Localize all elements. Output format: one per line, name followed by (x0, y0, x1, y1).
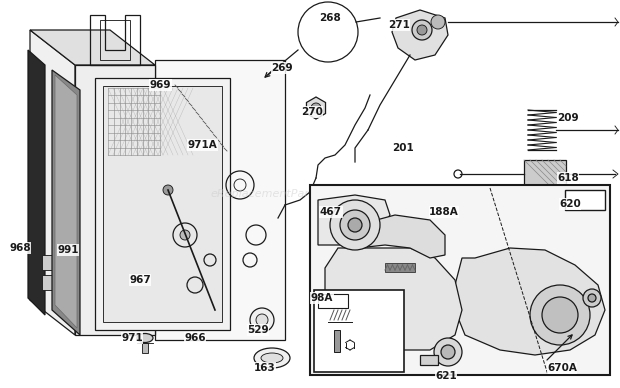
Polygon shape (336, 193, 361, 200)
Ellipse shape (137, 334, 153, 343)
Circle shape (250, 308, 274, 332)
Text: 670A: 670A (547, 363, 577, 373)
Circle shape (583, 289, 601, 307)
Bar (334, 330, 340, 352)
Bar (565, 190, 605, 210)
Polygon shape (95, 78, 230, 330)
Text: 268: 268 (319, 13, 341, 23)
Polygon shape (155, 60, 285, 340)
Bar (318, 294, 348, 308)
Circle shape (412, 20, 432, 40)
Bar (524, 160, 566, 188)
Circle shape (348, 218, 362, 232)
Text: 270: 270 (301, 107, 323, 117)
Polygon shape (52, 70, 80, 335)
Bar (310, 185, 610, 375)
Text: 966: 966 (184, 333, 206, 343)
Polygon shape (392, 10, 448, 60)
Circle shape (163, 185, 173, 195)
Text: 618: 618 (557, 173, 579, 183)
Text: 967: 967 (129, 275, 151, 285)
Text: 971A: 971A (188, 140, 218, 150)
Circle shape (180, 230, 190, 240)
Circle shape (530, 285, 590, 345)
Circle shape (431, 15, 445, 29)
Bar (385, 263, 415, 272)
Ellipse shape (261, 353, 283, 363)
Circle shape (434, 338, 462, 366)
Circle shape (588, 294, 596, 302)
Polygon shape (30, 30, 75, 335)
Bar (420, 355, 438, 365)
Text: 163: 163 (254, 363, 276, 373)
Text: 467: 467 (320, 207, 342, 217)
Polygon shape (358, 215, 445, 258)
Polygon shape (55, 75, 77, 328)
Text: 188A: 188A (429, 207, 459, 217)
Circle shape (542, 297, 578, 333)
Polygon shape (306, 97, 326, 119)
Circle shape (417, 25, 427, 35)
Circle shape (330, 200, 380, 250)
Text: 269: 269 (271, 63, 293, 73)
Bar (42, 275, 62, 290)
Polygon shape (103, 86, 222, 322)
Polygon shape (354, 193, 361, 218)
Circle shape (441, 345, 455, 359)
Bar (42, 255, 62, 270)
Bar (336, 200, 354, 218)
Circle shape (256, 314, 268, 326)
Polygon shape (28, 50, 45, 315)
Text: 201: 201 (392, 143, 414, 153)
Text: 209: 209 (557, 113, 579, 123)
Circle shape (340, 210, 370, 240)
Text: 991: 991 (57, 245, 79, 255)
Polygon shape (325, 248, 462, 350)
Ellipse shape (254, 348, 290, 368)
Text: eReplacementParts.com: eReplacementParts.com (211, 189, 347, 199)
Text: 621: 621 (435, 371, 457, 381)
Text: 98A: 98A (311, 293, 333, 303)
Text: 968: 968 (9, 243, 31, 253)
Polygon shape (455, 248, 605, 355)
Circle shape (311, 103, 321, 113)
Text: 971: 971 (121, 333, 143, 343)
Bar (142, 343, 148, 353)
Text: 620: 620 (559, 199, 581, 209)
Text: 529: 529 (247, 325, 269, 335)
Polygon shape (30, 30, 155, 65)
Bar (314, 290, 404, 372)
Text: 271: 271 (388, 20, 410, 30)
Polygon shape (318, 195, 390, 245)
Bar (100, 20, 130, 60)
Polygon shape (75, 65, 155, 335)
Text: 969: 969 (150, 80, 172, 90)
